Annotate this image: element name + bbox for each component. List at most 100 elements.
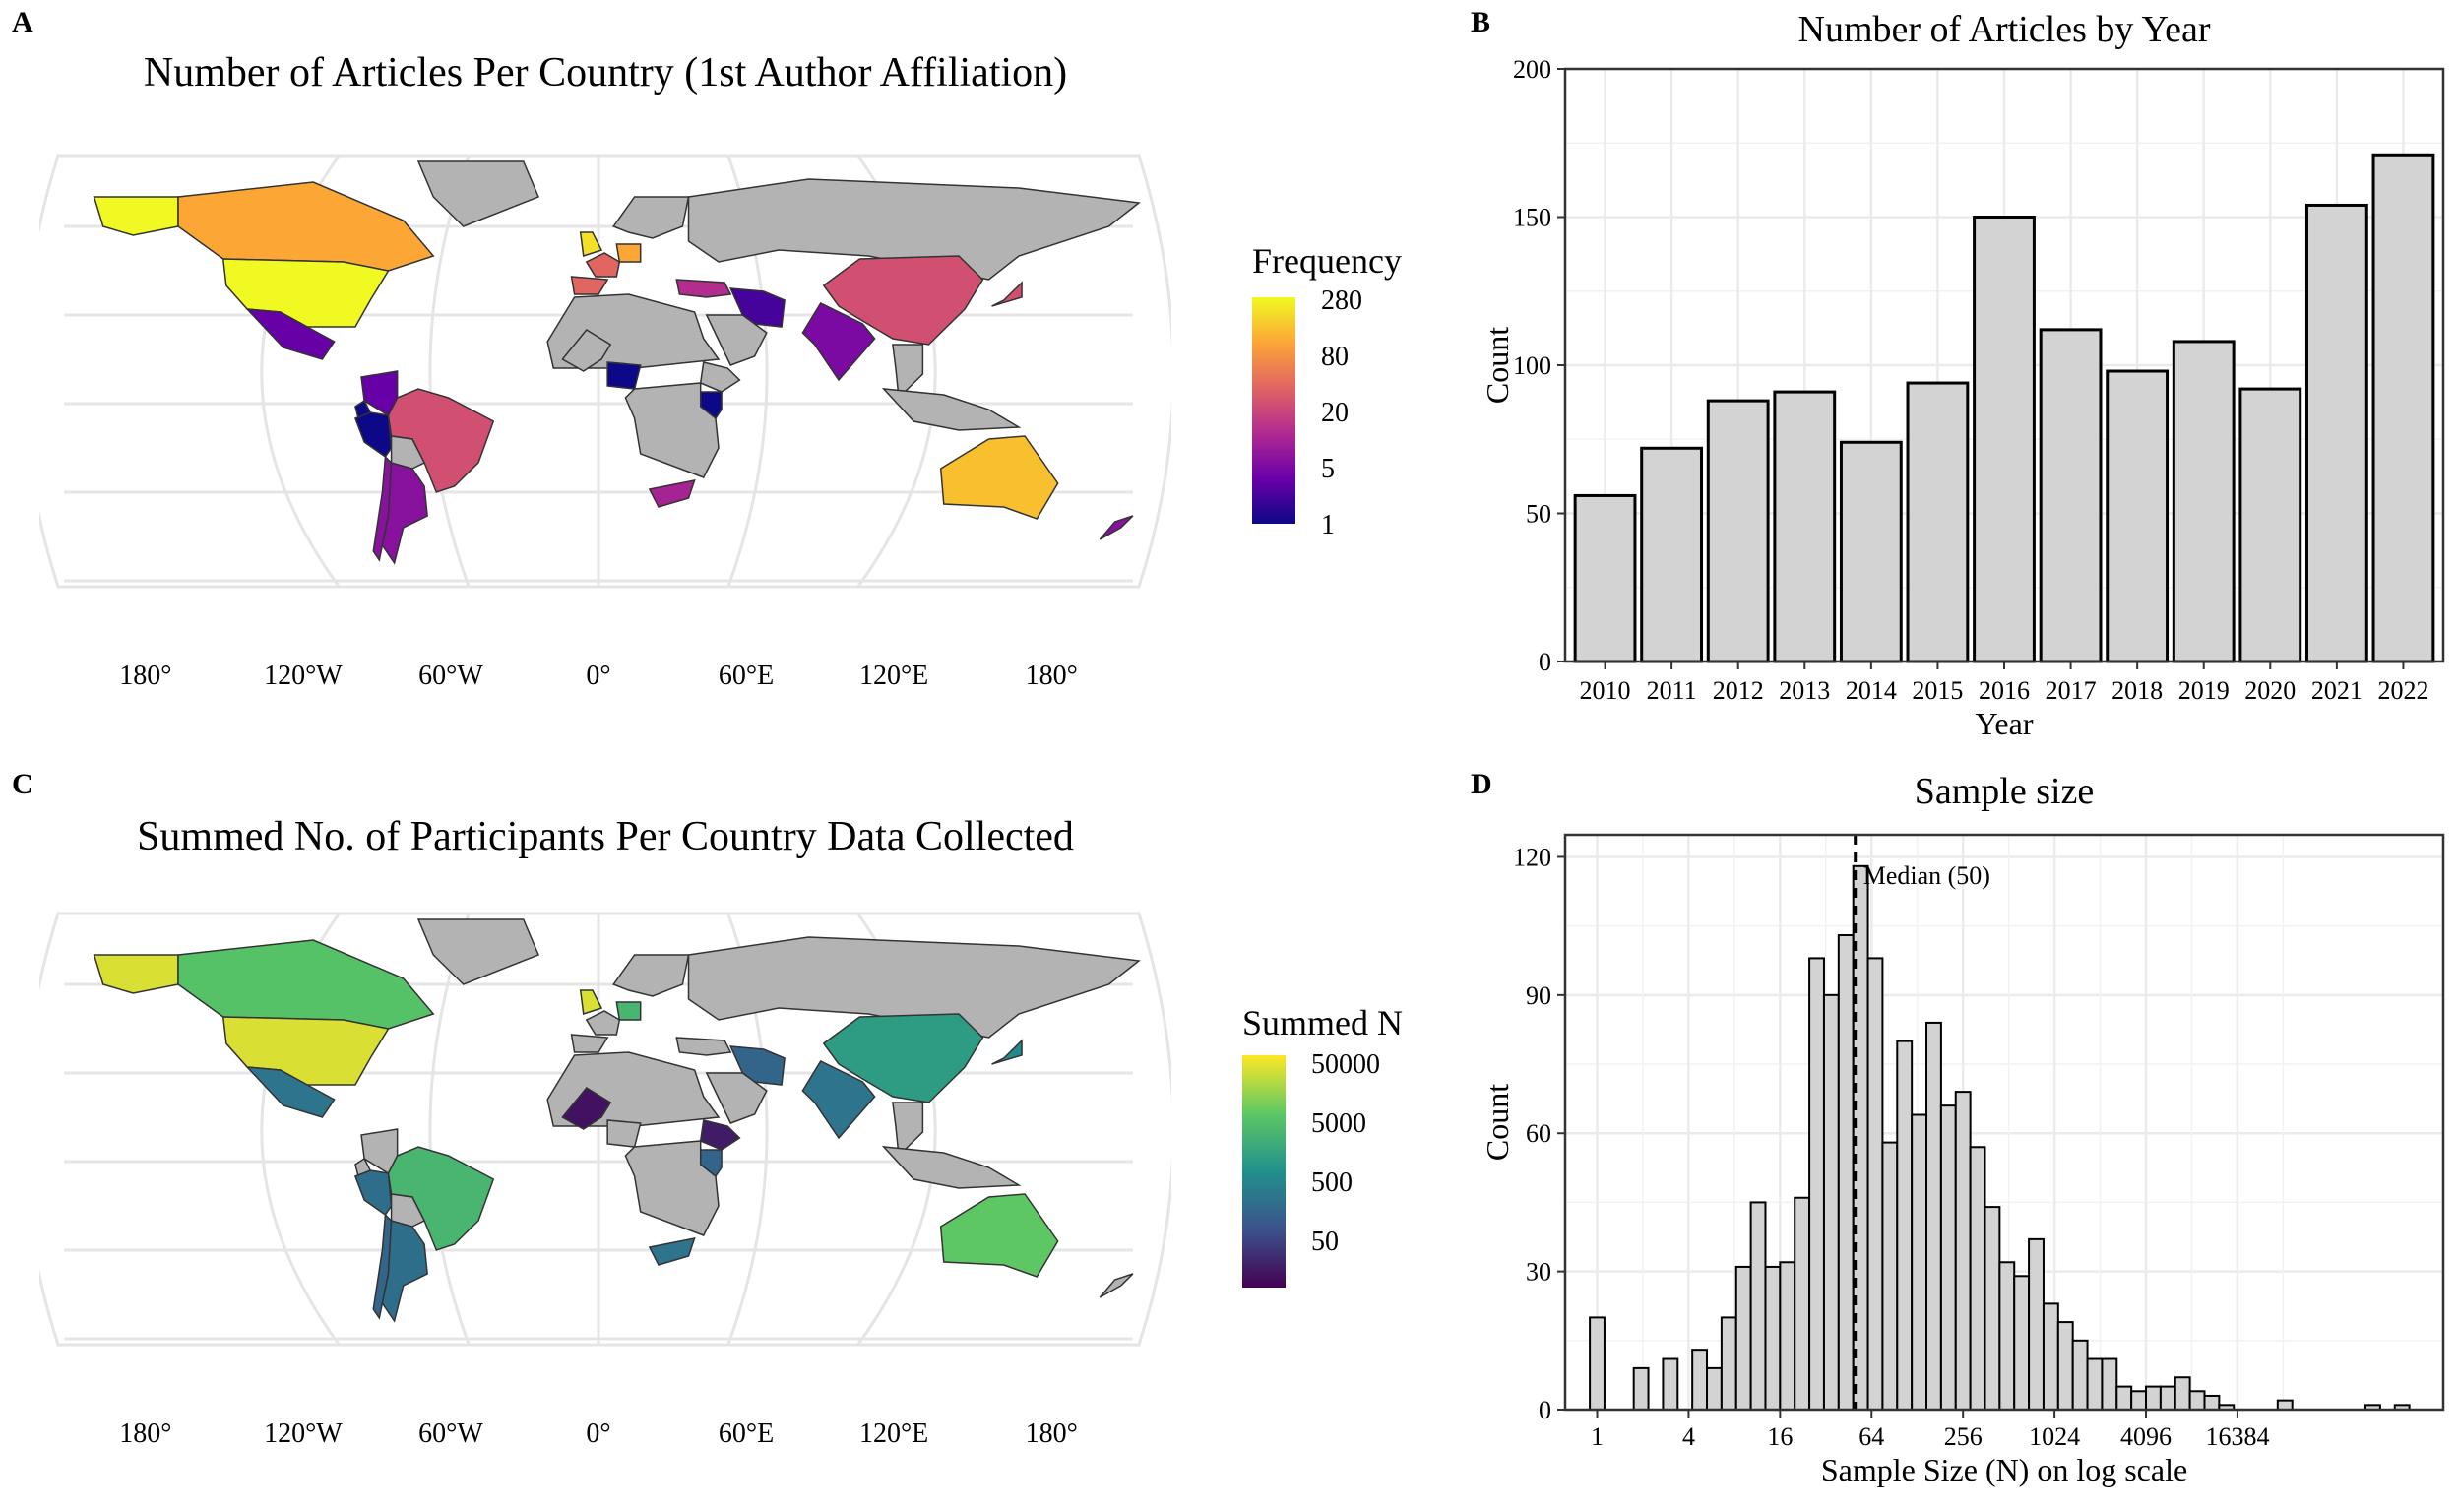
x-tick-label: 2020 xyxy=(2244,676,2296,705)
country-united-states xyxy=(221,1016,390,1086)
country-alaska xyxy=(93,196,179,236)
hist-bin xyxy=(1706,1366,1723,1412)
country-ethiopia xyxy=(699,1119,741,1151)
y-tick-label: 60 xyxy=(1526,1119,1551,1148)
hist-bin xyxy=(1808,957,1825,1412)
country-turkey xyxy=(675,1037,732,1056)
country-africa-c xyxy=(624,1140,720,1236)
lon-label: 180° xyxy=(1026,661,1078,691)
legend-a-title: Frequency xyxy=(1252,241,1402,281)
hist-bin xyxy=(2071,1339,2089,1411)
y-tick-label: 200 xyxy=(1513,55,1551,84)
lon-label: 120°W xyxy=(264,661,343,691)
country-indonesia xyxy=(881,388,1022,431)
country-india xyxy=(801,302,876,382)
country-canada xyxy=(177,939,435,1030)
country-united-kingdom xyxy=(579,989,603,1015)
hist-bin xyxy=(2276,1399,2294,1412)
x-tick-label: 2021 xyxy=(2311,676,2362,705)
hist-bin xyxy=(1911,1113,1928,1411)
map-a: 180° 120°W 60°W 0° 60°E 120°E 180° xyxy=(39,154,1171,691)
x-tick-label: 2013 xyxy=(1779,676,1830,705)
country-arabia xyxy=(705,1072,768,1124)
hist-bin xyxy=(1925,1021,1942,1411)
legend-c-title: Summed N xyxy=(1242,1003,1404,1042)
hist-bin xyxy=(1969,1146,1986,1411)
hist-bin xyxy=(1896,1040,1914,1411)
map-outline xyxy=(39,154,1171,589)
map-a-title: Number of Articles Per Country (1st Auth… xyxy=(143,50,1068,95)
country-south-africa xyxy=(648,1237,696,1266)
country-france xyxy=(585,252,621,278)
country-bolivia xyxy=(390,1193,426,1228)
x-tick-label: 256 xyxy=(1944,1422,1983,1451)
bar-2020 xyxy=(2238,387,2302,663)
hist-bin xyxy=(1794,1196,1811,1411)
y-axis-label: Count xyxy=(1480,327,1515,404)
hist-bin xyxy=(1764,1265,1782,1412)
hist-bin xyxy=(1998,1261,2016,1411)
panel-letter-c: C xyxy=(12,768,33,800)
country-new-zealand xyxy=(1099,515,1134,540)
y-tick-label: 50 xyxy=(1526,500,1551,529)
y-tick-label: 90 xyxy=(1526,981,1551,1010)
lon-label: 180° xyxy=(1026,1418,1078,1449)
lon-label: 120°E xyxy=(859,1418,928,1449)
bar-2021 xyxy=(2304,203,2368,663)
lon-label: 180° xyxy=(119,1418,171,1449)
x-tick-label: 2012 xyxy=(1713,676,1764,705)
y-tick-label: 100 xyxy=(1513,351,1551,380)
x-tick-label: 2017 xyxy=(2046,676,2097,705)
bar-2017 xyxy=(2039,328,2103,663)
hist-bin xyxy=(2042,1302,2059,1411)
x-tick-label: 4 xyxy=(1682,1422,1695,1451)
y-tick-label: 0 xyxy=(1539,1396,1551,1424)
panel-letter-d: D xyxy=(1471,768,1492,800)
median-label: Median (50) xyxy=(1863,861,1990,890)
bar-2019 xyxy=(2172,340,2236,663)
bar-2010 xyxy=(1573,493,1637,663)
country-australia xyxy=(939,435,1059,520)
country-scandinavia xyxy=(612,196,690,239)
hist-bin xyxy=(1632,1366,1650,1412)
hist-bin xyxy=(1691,1349,1709,1412)
legend-a-tick-label: 80 xyxy=(1321,342,1349,372)
legend-a-colorbar xyxy=(1252,297,1295,524)
country-se-asia xyxy=(892,1102,924,1158)
hist-bin xyxy=(1954,1091,1972,1411)
legend-c-tick-label: 500 xyxy=(1311,1167,1353,1198)
hist-bin xyxy=(1734,1265,1752,1412)
country-africa-c xyxy=(624,382,720,478)
bar-2018 xyxy=(2106,369,2170,663)
x-tick-label: 64 xyxy=(1858,1422,1884,1451)
country-south-africa xyxy=(648,479,696,508)
lon-label: 60°E xyxy=(719,661,774,691)
lon-label: 60°W xyxy=(418,661,483,691)
x-tick-label: 2014 xyxy=(1846,676,1897,705)
country-india xyxy=(801,1060,876,1140)
legend-a-tick-label: 20 xyxy=(1321,398,1349,428)
legend-c-tick-label: 50000 xyxy=(1311,1049,1380,1080)
bar-2012 xyxy=(1706,399,1770,663)
histogram-sample-size: Sample size 0 30 60 90 120 1 4 16 64 256 1024 4096 16… xyxy=(1480,771,2445,1487)
country-mali xyxy=(561,329,612,372)
x-axis-label: Year xyxy=(1976,706,2034,741)
country-ethiopia xyxy=(699,361,741,393)
country-mexico xyxy=(245,308,336,360)
hist-bin xyxy=(1662,1357,1679,1411)
x-tick-label: 2019 xyxy=(2178,676,2230,705)
hist-bin xyxy=(1779,1261,1796,1411)
lon-label: 0° xyxy=(586,1418,610,1449)
country-indonesia xyxy=(881,1146,1022,1189)
chart-b-title: Number of Articles by Year xyxy=(1798,9,2211,50)
panel-letter-b: B xyxy=(1471,6,1491,38)
legend-a-tick-label: 5 xyxy=(1321,454,1335,484)
country-spain xyxy=(570,1034,609,1053)
hist-bin xyxy=(2159,1385,2176,1411)
country-germany xyxy=(615,243,642,263)
x-tick-label: 1 xyxy=(1591,1422,1604,1451)
country-germany xyxy=(615,1001,642,1021)
hist-bin xyxy=(2101,1357,2118,1411)
bar-2022 xyxy=(2371,153,2435,663)
x-tick-label: 2011 xyxy=(1647,676,1697,705)
